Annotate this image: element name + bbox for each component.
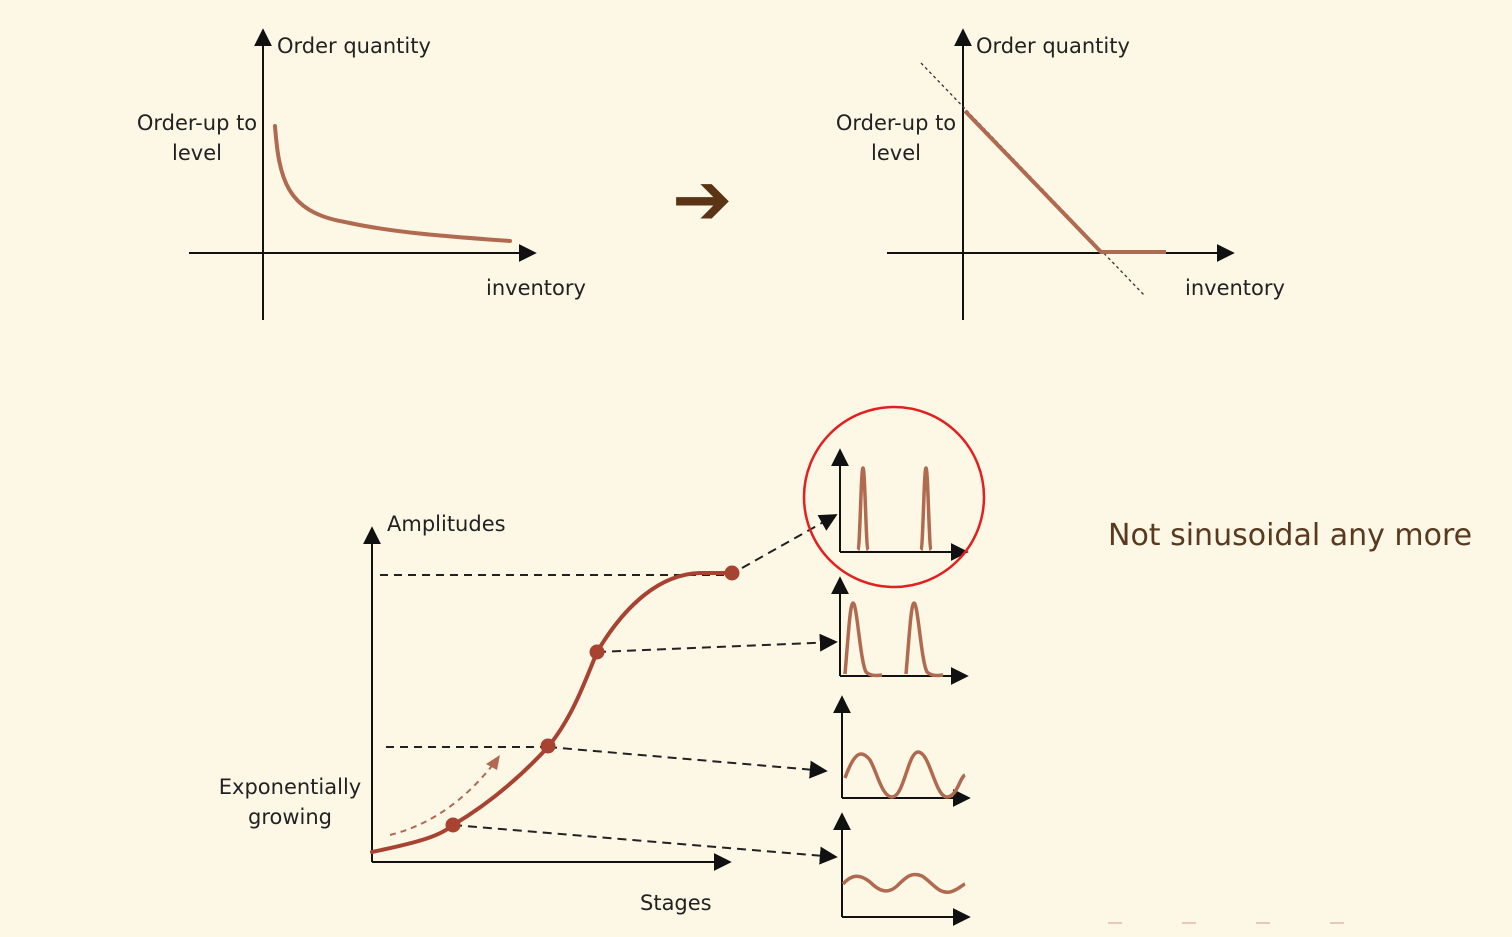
subplot-sine-large bbox=[833, 695, 971, 807]
top-right-order-curve bbox=[963, 109, 1166, 254]
subplot-spikes-wave bbox=[856, 466, 933, 552]
top-right-plot: Order quantity Order-up to level invento… bbox=[836, 28, 1285, 320]
subplot-sine-small-wave bbox=[841, 872, 966, 894]
top-right-y-label: Order quantity bbox=[976, 34, 1130, 58]
slide-nav[interactable] bbox=[1100, 922, 1512, 932]
bottom-x-label: Stages bbox=[640, 891, 712, 915]
stage-point-4 bbox=[724, 565, 740, 581]
subplot-spikes bbox=[831, 448, 969, 561]
growth-annotation-line1: Exponentially bbox=[219, 775, 361, 799]
top-right-x-label: inventory bbox=[1185, 276, 1285, 300]
highlight-circle bbox=[802, 405, 986, 589]
top-left-y-label: Order quantity bbox=[277, 34, 431, 58]
nav-icon-4[interactable] bbox=[1330, 922, 1344, 934]
growth-arrow-head bbox=[486, 755, 500, 770]
stage-point-2 bbox=[540, 738, 556, 754]
top-left-y-tick-line2: level bbox=[172, 141, 222, 165]
bottom-y-label: Amplitudes bbox=[387, 512, 506, 536]
side-note: Not sinusoidal any more bbox=[1108, 518, 1473, 553]
stage-point-3 bbox=[589, 644, 605, 660]
stage-point-1 bbox=[445, 817, 461, 833]
growth-arrow bbox=[389, 761, 496, 836]
right-arrow-icon: ➔ bbox=[672, 157, 732, 241]
subplot-sine-small bbox=[833, 812, 971, 926]
nav-icon-3[interactable] bbox=[1256, 922, 1270, 934]
top-left-plot: Order quantity Order-up to level invento… bbox=[137, 28, 586, 320]
bottom-amplitude-plot: Amplitudes Stages Exponentially growing bbox=[219, 512, 838, 915]
subplot-sine-large-wave bbox=[843, 750, 967, 799]
growth-annotation-line2: growing bbox=[248, 805, 332, 829]
top-right-y-tick-line1: Order-up to bbox=[836, 111, 956, 135]
top-left-order-curve bbox=[273, 124, 512, 243]
link-arrow-2 bbox=[547, 746, 828, 779]
amplitude-curve bbox=[370, 571, 734, 854]
link-arrow-3 bbox=[596, 633, 838, 653]
top-left-y-tick-line1: Order-up to bbox=[137, 111, 257, 135]
link-arrow-4 bbox=[741, 514, 838, 569]
link-arrow-1 bbox=[452, 824, 838, 865]
nav-icon-1[interactable] bbox=[1108, 922, 1122, 934]
nav-icon-2[interactable] bbox=[1182, 922, 1196, 934]
subplot-peaks bbox=[831, 576, 969, 685]
subplot-peaks-wave bbox=[843, 601, 944, 678]
top-right-y-tick-line2: level bbox=[871, 141, 921, 165]
top-left-x-label: inventory bbox=[486, 276, 586, 300]
